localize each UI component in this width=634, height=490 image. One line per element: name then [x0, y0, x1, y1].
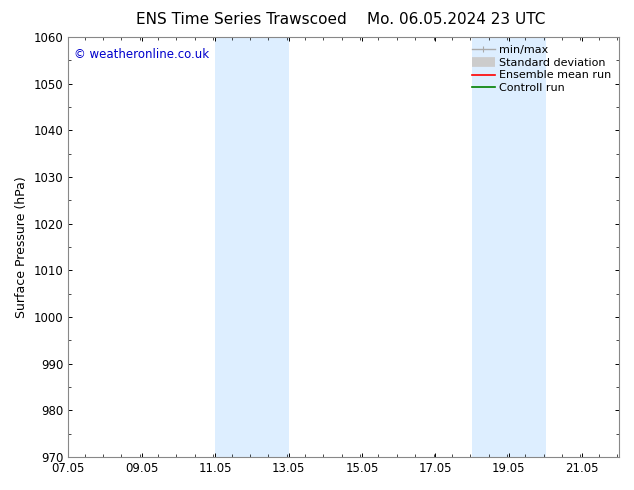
Bar [252, 37, 288, 457]
Bar [509, 37, 545, 457]
Y-axis label: Surface Pressure (hPa): Surface Pressure (hPa) [15, 176, 28, 318]
Text: © weatheronline.co.uk: © weatheronline.co.uk [74, 48, 209, 61]
Text: Mo. 06.05.2024 23 UTC: Mo. 06.05.2024 23 UTC [367, 12, 546, 27]
Legend: min/max, Standard deviation, Ensemble mean run, Controll run: min/max, Standard deviation, Ensemble me… [468, 41, 616, 98]
Bar [472, 37, 509, 457]
Text: ENS Time Series Trawscoed: ENS Time Series Trawscoed [136, 12, 346, 27]
Bar [215, 37, 252, 457]
